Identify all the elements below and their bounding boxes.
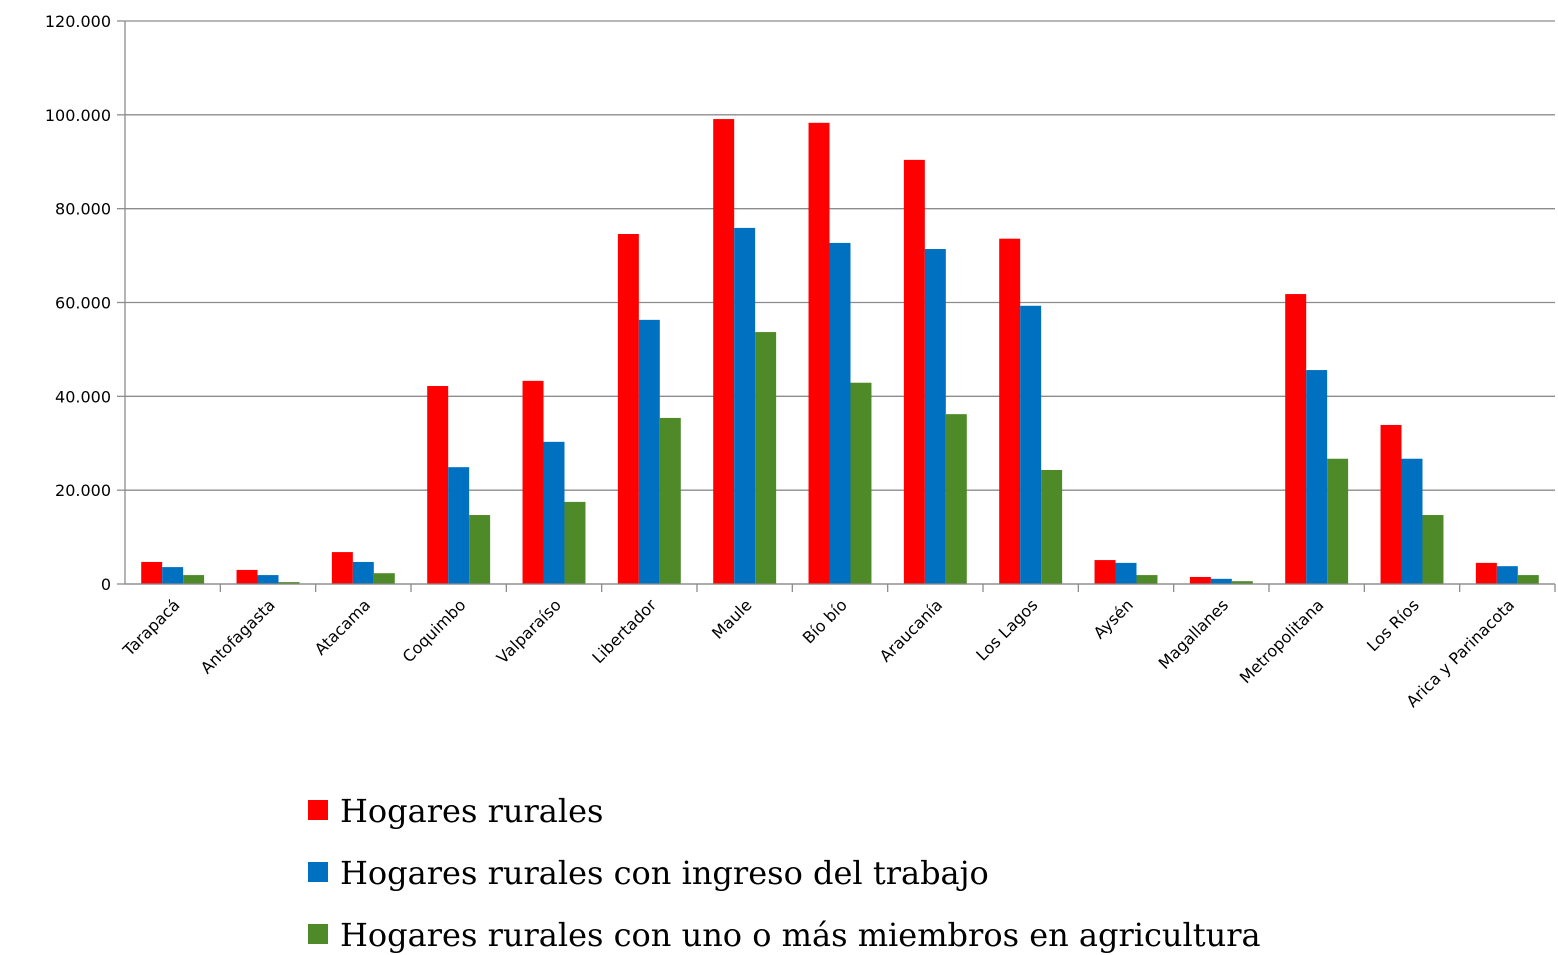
bar	[1136, 575, 1158, 584]
x-tick-label: Libertador	[588, 595, 660, 667]
x-tick-label: Atacama	[311, 595, 374, 658]
bar	[945, 414, 967, 584]
x-tick-label: Araucanía	[876, 595, 946, 665]
bar	[1115, 562, 1137, 584]
bar	[1094, 560, 1116, 584]
y-tick-label: 80.000	[55, 200, 111, 219]
bar	[141, 561, 163, 584]
legend-swatch	[308, 800, 328, 820]
x-tick-label: Aysén	[1090, 595, 1137, 642]
legend-label: Hogares rurales	[340, 792, 603, 830]
bar	[808, 122, 830, 584]
bar	[1189, 576, 1211, 584]
bar	[278, 582, 300, 584]
bar	[162, 567, 184, 584]
bar	[903, 159, 925, 584]
bar	[236, 569, 258, 584]
bar	[713, 119, 735, 584]
bar	[1401, 458, 1423, 584]
bar	[734, 227, 756, 584]
bar	[1475, 562, 1497, 584]
bar	[1306, 370, 1328, 584]
bar	[659, 417, 681, 584]
bar	[755, 332, 777, 584]
bar	[1327, 458, 1349, 584]
bar	[373, 573, 395, 584]
bar	[469, 515, 491, 584]
bar	[183, 575, 205, 584]
bar	[352, 561, 374, 584]
legend-swatch	[308, 924, 328, 944]
x-tick-label: Antofagasta	[197, 595, 279, 677]
bar	[1422, 515, 1444, 584]
x-tick-label: Magallanes	[1155, 595, 1232, 672]
bar	[850, 382, 872, 584]
y-tick-label: 60.000	[55, 294, 111, 313]
x-tick-label: Los Lagos	[972, 595, 1041, 664]
bar	[1380, 424, 1402, 584]
x-tick-label: Bío bío	[799, 595, 851, 647]
bar	[564, 501, 586, 584]
x-tick-label: Coquimbo	[399, 595, 470, 666]
y-tick-label: 120.000	[45, 12, 111, 31]
bar	[1210, 578, 1232, 584]
legend-label: Hogares rurales con ingreso del trabajo	[340, 854, 989, 892]
y-tick-label: 0	[101, 575, 111, 594]
legend-swatch	[308, 862, 328, 882]
y-tick-label: 40.000	[55, 387, 111, 406]
x-tick-label: Maule	[708, 595, 755, 642]
bar	[1496, 566, 1518, 584]
bar	[638, 319, 660, 584]
bar	[1517, 575, 1539, 584]
bar	[257, 575, 279, 584]
bar	[999, 238, 1021, 584]
bar	[522, 380, 544, 584]
x-tick-label: Los Ríos	[1363, 595, 1423, 655]
y-tick-label: 20.000	[55, 481, 111, 500]
legend-label: Hogares rurales con uno o más miembros e…	[340, 916, 1261, 954]
x-tick-label: Arica y Parinacota	[1402, 595, 1518, 711]
bar	[829, 242, 851, 584]
bar	[1041, 469, 1063, 584]
bar	[1285, 294, 1307, 584]
bar	[1231, 581, 1253, 584]
bar	[924, 249, 946, 584]
bar	[427, 386, 449, 584]
bar	[617, 234, 639, 585]
bar	[448, 467, 470, 584]
bar	[1020, 305, 1042, 584]
x-tick-label: Valparaíso	[493, 595, 565, 667]
y-tick-label: 100.000	[45, 106, 111, 125]
x-tick-label: Metropolitana	[1236, 595, 1328, 687]
x-tick-label: Tarapacá	[119, 595, 184, 660]
bar	[543, 441, 565, 584]
bar	[331, 552, 353, 584]
